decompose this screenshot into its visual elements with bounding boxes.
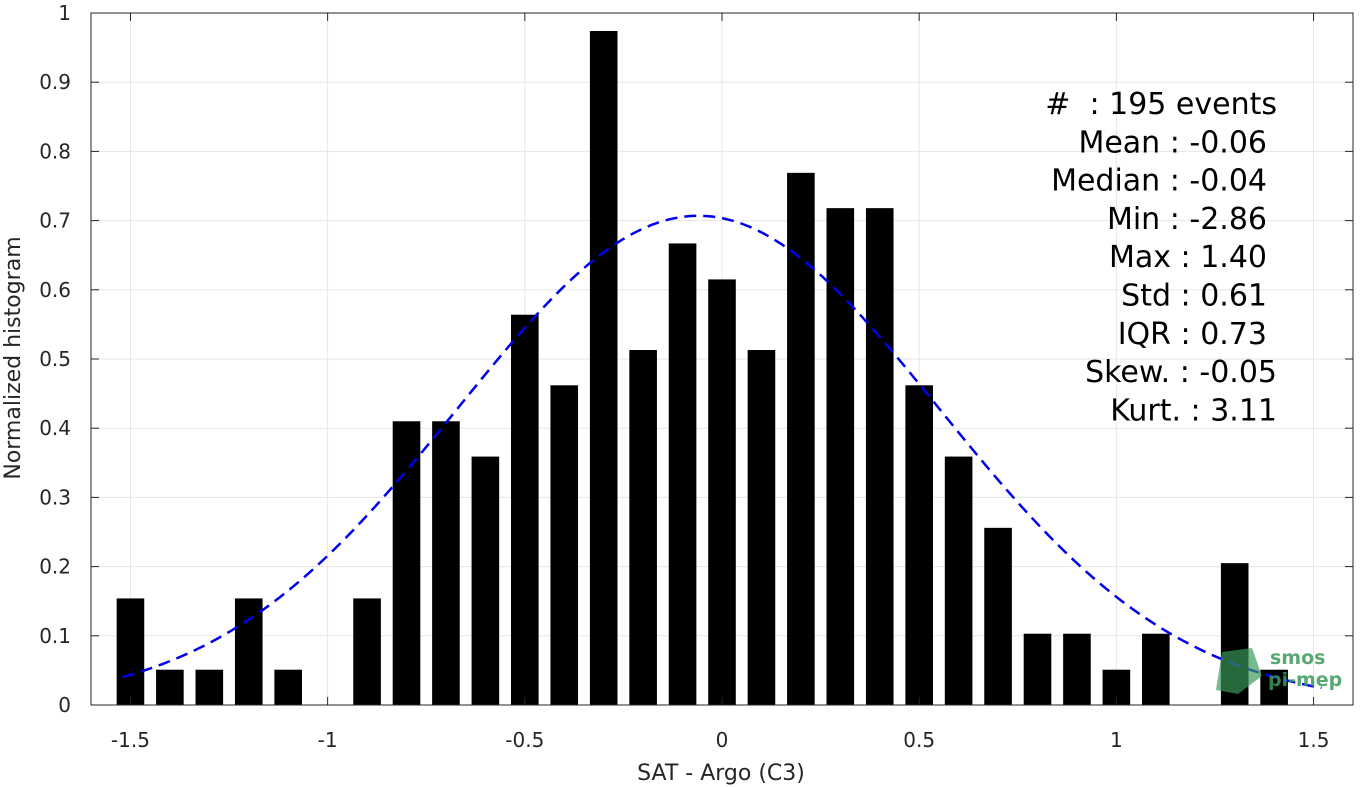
x-tick-label: -1: [318, 728, 338, 752]
histogram-bar: [708, 279, 736, 705]
x-tick-label: 0.5: [903, 728, 935, 752]
histogram-bar: [156, 669, 184, 705]
histogram-bar: [511, 314, 539, 705]
histogram-bar: [589, 30, 618, 705]
smos-pi-mep-logo: smos pi-mep: [1216, 647, 1342, 694]
x-tick-label: -0.5: [505, 728, 544, 752]
histogram-bar: [274, 669, 302, 705]
histogram-bar: [668, 243, 697, 705]
stat-line: Kurt. : 3.11: [1110, 393, 1277, 428]
stat-line: Max : 1.40: [1109, 240, 1267, 275]
y-tick-label: 0.2: [39, 555, 71, 579]
stat-line: # : 195 events: [1045, 87, 1277, 122]
histogram-bar: [353, 598, 381, 705]
gaussian-fit-curve: [122, 214, 1322, 690]
y-tick-label: 0.7: [39, 209, 71, 233]
y-tick-label: 0.6: [39, 278, 71, 302]
histogram-bar: [1023, 633, 1052, 705]
histogram-bar: [984, 527, 1012, 705]
logo-mark-icon: [1216, 648, 1262, 694]
x-tick-label: 1.5: [1298, 728, 1330, 752]
stat-line: Min : -2.86: [1107, 202, 1267, 237]
stat-line: Median : -0.04: [1051, 164, 1267, 199]
x-tick-label: 0: [716, 728, 729, 752]
y-tick-label: 0.9: [39, 70, 71, 94]
stat-line: Std : 0.61: [1121, 279, 1267, 314]
histogram-bar: [944, 456, 973, 705]
y-tick-label: 0.3: [39, 485, 71, 509]
histogram-bar: [471, 456, 500, 705]
histogram-bar: [432, 421, 460, 705]
gaussian-fit: [122, 214, 1322, 690]
stat-line: Skew. : -0.05: [1085, 355, 1277, 390]
y-tick-label: 0.8: [39, 139, 71, 163]
logo-line1: smos: [1270, 647, 1325, 669]
histogram-bar: [116, 598, 145, 705]
histogram-bar: [392, 421, 421, 705]
y-tick-label: 0.5: [39, 347, 71, 371]
stat-line: IQR : 0.73: [1118, 317, 1267, 352]
y-tick-label: 0: [58, 693, 71, 717]
y-tick-label: 0.1: [39, 624, 71, 648]
histogram-bar: [629, 350, 657, 705]
x-axis-title: SAT - Argo (C3): [637, 761, 805, 786]
histogram-bar: [787, 172, 815, 706]
histogram-bar: [865, 208, 894, 706]
histogram-bar: [1142, 633, 1170, 705]
histogram-bar: [195, 669, 224, 705]
y-tick-label: 0.4: [39, 416, 71, 440]
histogram-bars: [116, 30, 1288, 706]
histogram-bar: [826, 208, 855, 706]
stat-line: Mean : -0.06: [1078, 125, 1267, 160]
histogram-bar: [747, 350, 776, 705]
x-tick-label: 1: [1110, 728, 1123, 752]
histogram-bar: [550, 385, 579, 705]
histogram-bar: [1063, 633, 1091, 705]
y-tick-label: 1: [58, 1, 71, 25]
y-axis-title: Normalized histogram: [1, 236, 26, 479]
logo-line2: pi-mep: [1268, 669, 1342, 691]
x-tick-label: -1.5: [111, 728, 150, 752]
histogram-bar: [905, 385, 933, 705]
histogram-bar: [1260, 669, 1288, 705]
axis-ticks: -1.5 -1 -0.5 0 0.5 1 1.5 0 0.1 0.2 0.3 0.4 0.5 0.6 0.7…: [39, 1, 1353, 752]
histogram-bar: [234, 598, 263, 705]
